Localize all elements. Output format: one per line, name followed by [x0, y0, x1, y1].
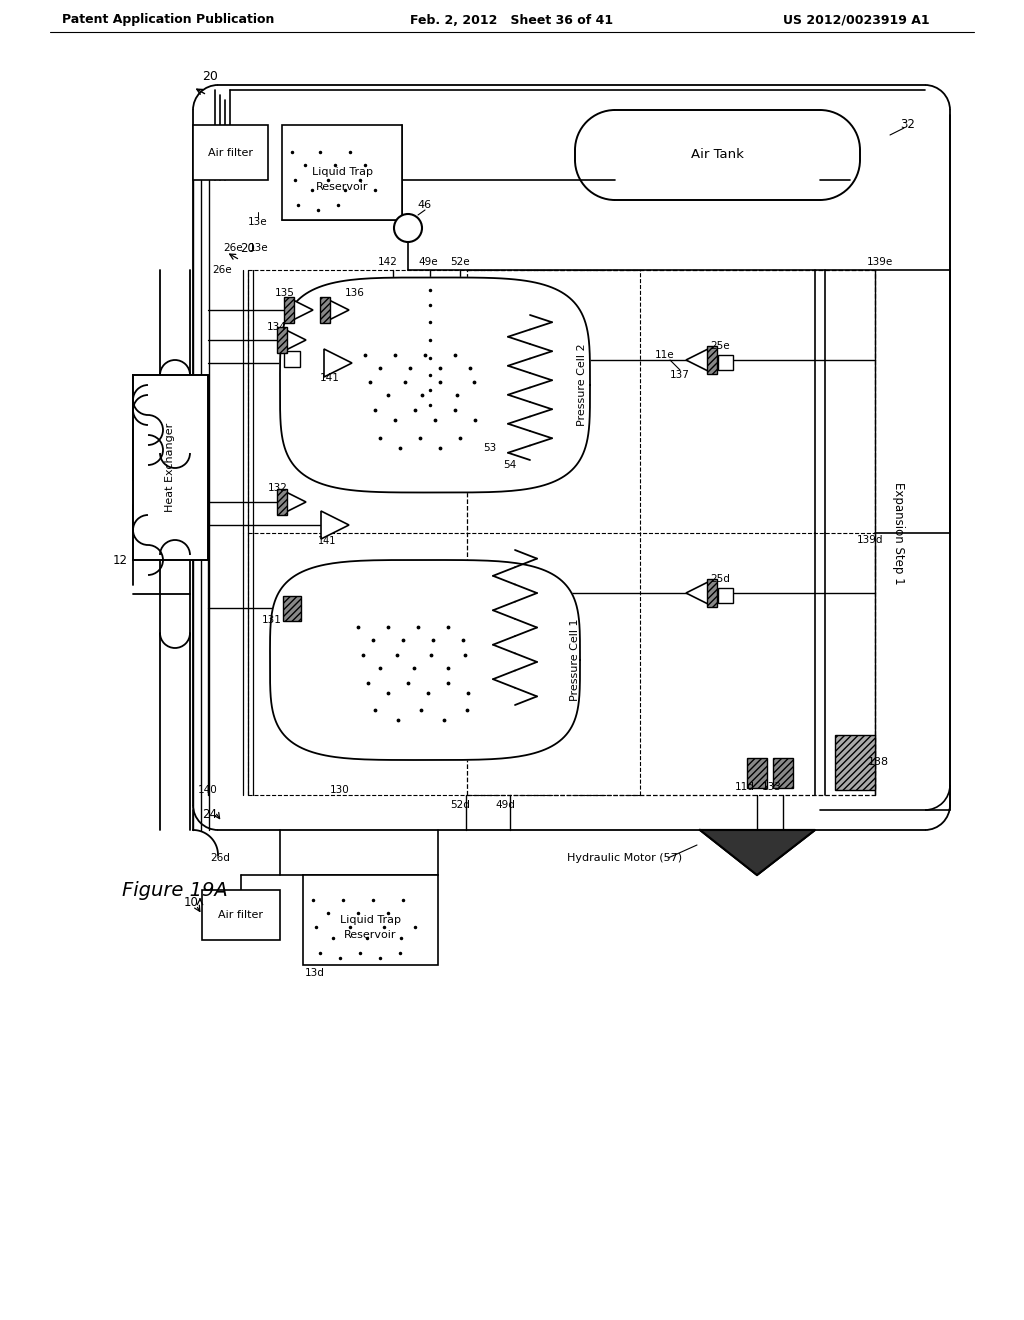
Text: 25e: 25e	[711, 341, 730, 351]
Text: 138: 138	[867, 756, 889, 767]
Text: Air filter: Air filter	[218, 909, 263, 920]
Text: Air Tank: Air Tank	[690, 149, 743, 161]
Text: 142: 142	[378, 257, 398, 267]
Text: Expansion Step 1: Expansion Step 1	[892, 482, 904, 585]
Bar	[746, 758, 767, 788]
Text: Pressure Cell 2: Pressure Cell 2	[577, 343, 587, 426]
Bar	[319, 297, 330, 323]
Text: Patent Application Publication: Patent Application Publication	[61, 13, 274, 26]
Polygon shape	[280, 277, 590, 492]
Text: 140: 140	[198, 785, 218, 795]
Text: 26e: 26e	[223, 243, 243, 253]
Text: 49e: 49e	[418, 257, 438, 267]
Polygon shape	[284, 491, 306, 513]
Polygon shape	[700, 830, 815, 875]
Text: 52e: 52e	[451, 257, 470, 267]
Bar	[193, 125, 268, 180]
Bar	[284, 297, 294, 323]
Bar	[283, 595, 301, 620]
Text: Liquid Trap: Liquid Trap	[311, 168, 373, 177]
Text: 53: 53	[483, 444, 497, 453]
Polygon shape	[686, 348, 710, 372]
Text: 54: 54	[504, 459, 517, 470]
Text: 20: 20	[241, 242, 255, 255]
Text: 134: 134	[267, 322, 287, 333]
Text: Hydraulic Motor (57): Hydraulic Motor (57)	[567, 853, 683, 863]
Text: 139d: 139d	[857, 535, 884, 545]
Text: 13e: 13e	[249, 243, 269, 253]
Text: 26d: 26d	[210, 853, 230, 863]
Text: 13d: 13d	[305, 968, 325, 978]
Text: 10: 10	[183, 895, 199, 908]
Text: Liquid Trap: Liquid Trap	[340, 915, 400, 925]
Text: 32: 32	[900, 119, 915, 132]
Text: 49d: 49d	[495, 800, 515, 810]
Bar	[707, 346, 717, 374]
Bar	[707, 579, 717, 607]
Bar	[835, 735, 874, 789]
Polygon shape	[686, 581, 710, 605]
Bar	[278, 327, 287, 352]
Text: Pressure Cell 1: Pressure Cell 1	[570, 619, 580, 701]
Polygon shape	[700, 830, 815, 875]
Text: Reservoir: Reservoir	[344, 931, 396, 940]
Text: 130: 130	[330, 785, 350, 795]
Text: 12: 12	[113, 553, 128, 566]
Text: Heat Exchanger: Heat Exchanger	[165, 422, 175, 512]
Text: 11e: 11e	[655, 350, 675, 360]
Text: 131: 131	[262, 615, 282, 624]
Polygon shape	[284, 329, 306, 351]
Text: 46: 46	[418, 201, 432, 210]
Text: 24: 24	[203, 808, 217, 821]
Polygon shape	[270, 560, 580, 760]
Bar	[278, 488, 287, 515]
Text: 26e: 26e	[212, 265, 231, 275]
Polygon shape	[321, 511, 349, 539]
Text: Feb. 2, 2012   Sheet 36 of 41: Feb. 2, 2012 Sheet 36 of 41	[411, 13, 613, 26]
Text: 135: 135	[275, 288, 295, 298]
Bar	[282, 125, 402, 220]
Text: 133: 133	[762, 781, 782, 792]
Text: 132: 132	[268, 483, 288, 492]
Bar	[718, 587, 733, 603]
Bar	[284, 351, 300, 367]
Text: Air filter: Air filter	[208, 148, 253, 158]
Polygon shape	[327, 300, 349, 321]
Text: Reservoir: Reservoir	[315, 182, 369, 191]
Bar	[133, 375, 208, 560]
Bar	[773, 758, 793, 788]
Bar	[718, 355, 733, 370]
Text: 139e: 139e	[867, 257, 893, 267]
Text: 52d: 52d	[451, 800, 470, 810]
Text: 25d: 25d	[710, 574, 730, 583]
Bar	[303, 875, 438, 965]
Text: 141: 141	[321, 374, 340, 383]
Text: 141: 141	[317, 536, 336, 546]
Text: 13e: 13e	[248, 216, 268, 227]
Text: Figure 19A: Figure 19A	[122, 880, 228, 899]
Text: 20: 20	[202, 70, 218, 83]
Text: US 2012/0023919 A1: US 2012/0023919 A1	[782, 13, 930, 26]
Text: 11d: 11d	[735, 781, 755, 792]
Polygon shape	[324, 348, 352, 378]
Circle shape	[394, 214, 422, 242]
Polygon shape	[291, 300, 313, 321]
Text: 136: 136	[345, 288, 365, 298]
Text: 137: 137	[670, 370, 690, 380]
Bar	[202, 890, 280, 940]
